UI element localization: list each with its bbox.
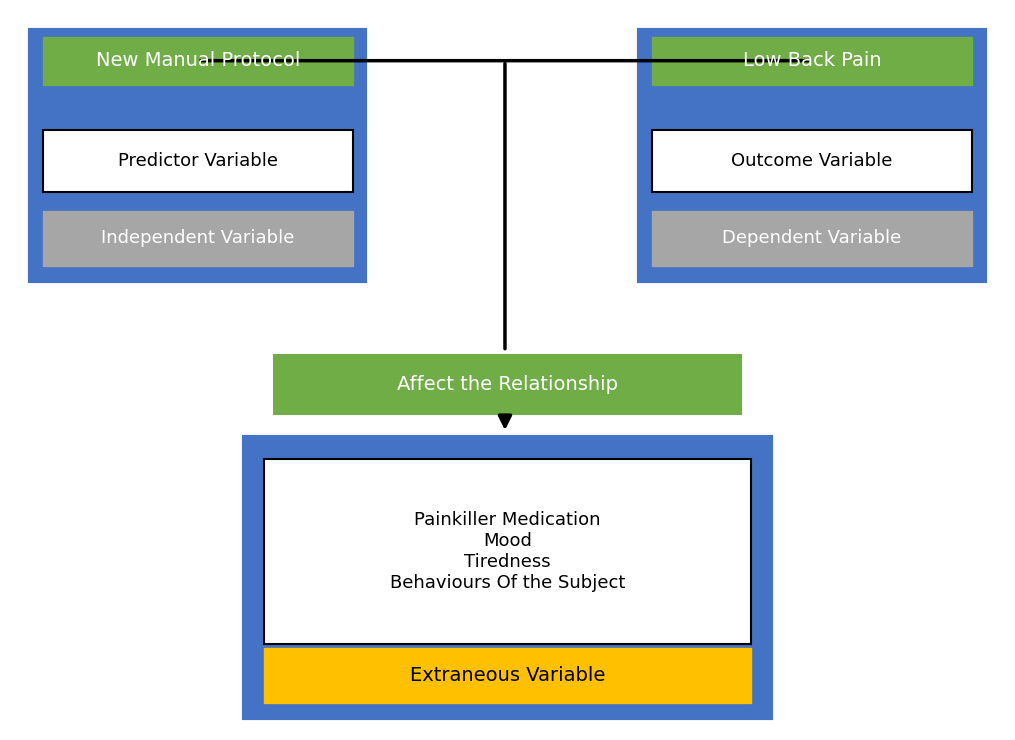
FancyBboxPatch shape [652,211,972,266]
FancyBboxPatch shape [30,30,365,281]
FancyBboxPatch shape [43,211,353,266]
FancyBboxPatch shape [639,30,985,281]
Text: Affect the Relationship: Affect the Relationship [397,375,618,394]
Text: Outcome Variable: Outcome Variable [732,152,892,169]
Text: Dependent Variable: Dependent Variable [723,229,901,247]
Text: New Manual Protocol: New Manual Protocol [95,51,300,70]
Text: Low Back Pain: Low Back Pain [743,51,881,70]
FancyBboxPatch shape [264,459,751,644]
Text: Independent Variable: Independent Variable [102,229,294,247]
FancyBboxPatch shape [43,130,353,192]
FancyBboxPatch shape [264,648,751,703]
Text: Predictor Variable: Predictor Variable [118,152,278,169]
Text: Painkiller Medication
Mood
Tiredness
Behaviours Of the Subject: Painkiller Medication Mood Tiredness Beh… [390,511,625,591]
FancyBboxPatch shape [652,37,972,85]
Text: Extraneous Variable: Extraneous Variable [410,666,605,684]
FancyBboxPatch shape [43,37,353,85]
FancyBboxPatch shape [652,130,972,192]
FancyBboxPatch shape [244,437,771,718]
FancyBboxPatch shape [274,355,741,414]
